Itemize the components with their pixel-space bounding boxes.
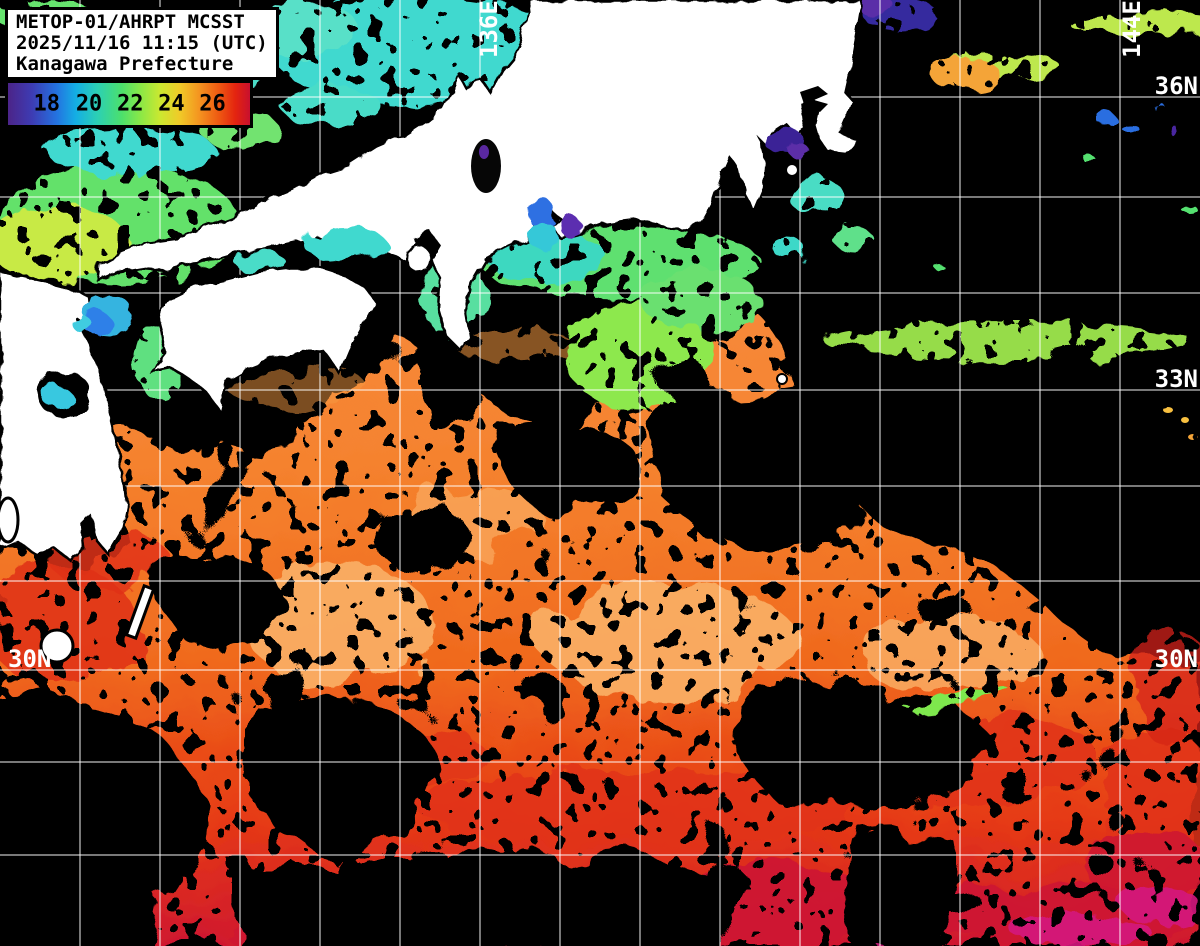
longitude-label: 144E	[1118, 0, 1146, 58]
latitude-label: 36N	[1155, 72, 1198, 100]
colorbar-tick: 22	[116, 91, 144, 117]
colorbar-tick: 24	[158, 91, 185, 117]
ise-bay-cyan	[530, 220, 556, 252]
island-tanegashima	[124, 583, 156, 641]
latitude-label: 33N	[1155, 365, 1198, 393]
omura-bay-cyan	[44, 386, 72, 410]
island-awaji	[404, 242, 432, 274]
temperature-colorbar: 18 20 22 24 26	[5, 80, 253, 128]
lake-biwa-cold-patch	[479, 145, 489, 159]
title-line-product: METOP-01/AHRPT MCSST	[16, 11, 245, 33]
latitude-label: 30N	[1155, 645, 1198, 673]
mikawa-bay-purple	[558, 217, 582, 235]
island-yakushima	[39, 628, 75, 664]
island-oshima	[785, 163, 799, 177]
ise-bay-cold	[526, 197, 554, 227]
seto-cyan-1	[303, 228, 387, 260]
land-shikoku	[148, 266, 378, 416]
suo-nada-blue	[82, 310, 110, 334]
sagami-bay-purple	[790, 144, 810, 160]
coordinate-labels: 36N 33N 30N 30N 136E 144E	[8, 0, 1198, 673]
colorbar-tick: 20	[75, 91, 103, 117]
title-line-region: Kanagawa Prefecture	[16, 53, 234, 75]
longitude-label: 136E	[475, 0, 503, 58]
seto-cyan-2	[234, 253, 286, 271]
title-box: METOP-01/AHRPT MCSST 2025/11/16 11:15 (U…	[5, 7, 279, 80]
island-hachijo	[776, 373, 788, 385]
title-line-datetime: 2025/11/16 11:15 (UTC)	[16, 32, 268, 54]
colorbar-tick: 26	[199, 91, 226, 117]
small-islands	[0, 163, 799, 664]
beppu-bay-cyan	[70, 314, 90, 330]
colorbar-tick: 18	[33, 91, 60, 117]
bay-fills	[39, 129, 810, 419]
latitude-label: 30N	[8, 645, 51, 673]
cloud-speckle-coarse	[0, 330, 1200, 946]
island-koshiki	[0, 496, 20, 544]
lake-kasumigaura	[800, 86, 828, 112]
bays-and-lakes	[39, 86, 828, 419]
lake-biwa	[471, 139, 501, 193]
